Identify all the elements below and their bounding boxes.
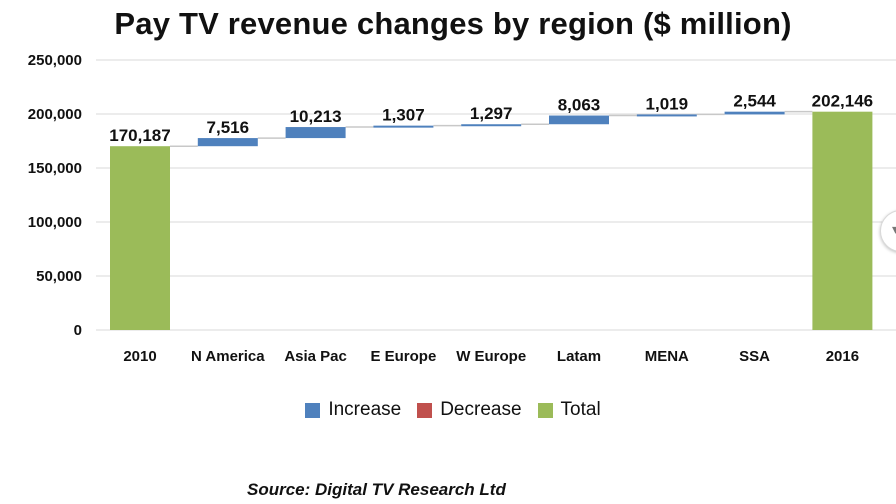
y-tick-label: 100,000	[28, 214, 82, 231]
bar-e-europe	[373, 125, 434, 128]
bar-w-europe	[461, 124, 522, 127]
bar-mena	[636, 114, 697, 117]
legend-label-increase: Increase	[328, 399, 402, 420]
data-labels: 170,187 7,516 10,213 1,307 1,297 8,063 1,019 2,…	[109, 92, 873, 146]
legend-label-decrease: Decrease	[440, 399, 522, 420]
bar-latam	[549, 115, 609, 125]
x-tick-label: MENA	[645, 348, 689, 365]
x-tick-label: Latam	[557, 348, 601, 365]
gridlines	[96, 59, 896, 331]
x-tick-label: 2016	[826, 348, 859, 365]
bar-2010	[110, 146, 170, 330]
legend-item-total: Total	[537, 399, 601, 421]
bars	[110, 111, 873, 331]
data-label-n-america: 7,516	[207, 118, 250, 137]
data-label-e-europe: 1,307	[382, 106, 425, 125]
bar-ssa	[724, 111, 785, 115]
data-label-w-europe: 1,297	[470, 104, 513, 123]
y-tick-label: 50,000	[36, 268, 82, 285]
y-tick-label: 0	[74, 322, 82, 339]
bar-n-america	[197, 138, 258, 147]
x-tick-label: SSA	[739, 348, 770, 365]
x-tick-label: Asia Pac	[284, 348, 347, 365]
bar-asia-pac	[285, 127, 346, 139]
data-label-2016: 202,146	[812, 92, 873, 111]
connector-lines	[170, 110, 813, 147]
legend-label-total: Total	[560, 399, 601, 420]
data-label-2010: 170,187	[109, 126, 170, 145]
bar-2016	[812, 111, 873, 331]
chevron-down-icon: ▾	[892, 221, 896, 237]
data-label-asia-pac: 10,213	[290, 107, 342, 126]
x-tick-label: E Europe	[370, 348, 436, 365]
legend-item-increase: Increase	[305, 399, 401, 421]
y-tick-label: 150,000	[28, 160, 82, 177]
data-label-ssa: 2,544	[733, 92, 776, 111]
x-tick-label: N America	[191, 348, 265, 365]
legend-swatch-increase	[305, 402, 321, 418]
y-axis: 0 50,000 100,000 150,000 200,000 250,000	[28, 52, 82, 339]
legend-swatch-decrease	[417, 402, 433, 418]
chart-title: Pay TV revenue changes by region ($ mill…	[114, 6, 792, 41]
source-note: Source: Digital TV Research Ltd	[247, 480, 506, 499]
data-label-mena: 1,019	[646, 94, 689, 113]
legend: Increase Decrease Total	[0, 399, 896, 421]
data-label-latam: 8,063	[558, 96, 601, 115]
x-tick-label: W Europe	[456, 348, 526, 365]
legend-item-decrease: Decrease	[417, 399, 522, 421]
y-tick-label: 250,000	[28, 52, 82, 69]
x-tick-label: 2010	[123, 348, 156, 365]
legend-swatch-total	[537, 402, 553, 418]
y-tick-label: 200,000	[28, 106, 82, 123]
x-axis: 2010 N America Asia Pac E Europe W Europe Lat…	[123, 348, 859, 365]
